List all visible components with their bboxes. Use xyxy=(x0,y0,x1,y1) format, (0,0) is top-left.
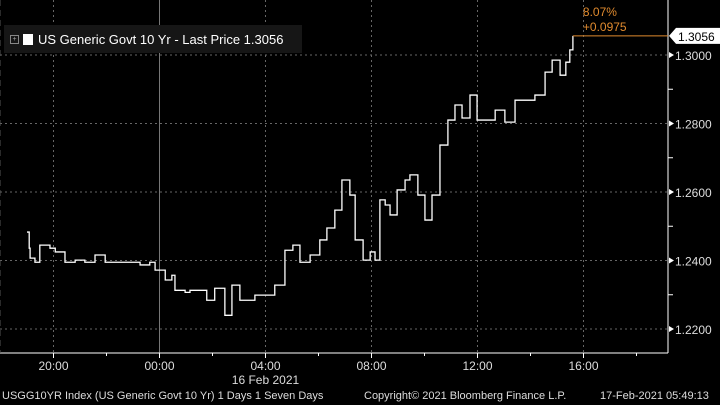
y-tick-arrow xyxy=(669,52,674,58)
y-tick-label: 1.2800 xyxy=(675,118,712,132)
y-tick-label: 1.2600 xyxy=(675,186,712,200)
change-absolute: +0.0975 xyxy=(583,20,627,34)
x-tick-label: 08:00 xyxy=(356,359,386,373)
last-price-flag xyxy=(669,27,720,44)
x-tick-label: 16:00 xyxy=(568,359,598,373)
y-tick-arrow xyxy=(669,189,674,195)
footer: USGG10YR Index (US Generic Govt 10 Yr) 1… xyxy=(0,389,720,405)
x-tick-label: 04:00 xyxy=(250,359,280,373)
x-axis-date-label: 16 Feb 2021 xyxy=(232,373,300,387)
footer-copyright: Copyright© 2021 Bloomberg Finance L.P. xyxy=(364,390,567,402)
chart-legend[interactable]: + US Generic Govt 10 Yr - Last Price 1.3… xyxy=(4,25,302,53)
y-tick-arrow xyxy=(669,326,674,332)
x-tick-label: 00:00 xyxy=(144,359,174,373)
y-tick-label: 1.3000 xyxy=(675,49,712,63)
footer-timestamp: 17-Feb-2021 05:49:13 xyxy=(600,390,709,402)
price-line xyxy=(27,35,574,316)
x-tick-label: 20:00 xyxy=(38,359,68,373)
x-tick-label: 12:00 xyxy=(462,359,492,373)
last-price-label: 1.3056 xyxy=(678,30,715,44)
price-chart: 20:00 00:00 04:00 08:00 12:00 16:00 16 Feb 202… xyxy=(0,0,720,387)
change-percent: 8.07% xyxy=(583,5,617,19)
y-tick-arrow xyxy=(669,120,674,127)
legend-swatch xyxy=(23,33,33,45)
y-tick-arrow xyxy=(669,257,674,264)
expand-icon[interactable]: + xyxy=(10,34,19,44)
y-tick-label: 1.2200 xyxy=(675,323,712,337)
legend-label: US Generic Govt 10 Yr - Last Price 1.305… xyxy=(38,31,284,47)
y-tick-label: 1.2400 xyxy=(675,255,712,269)
footer-ticker: USGG10YR Index (US Generic Govt 10 Yr) 1… xyxy=(2,390,324,402)
